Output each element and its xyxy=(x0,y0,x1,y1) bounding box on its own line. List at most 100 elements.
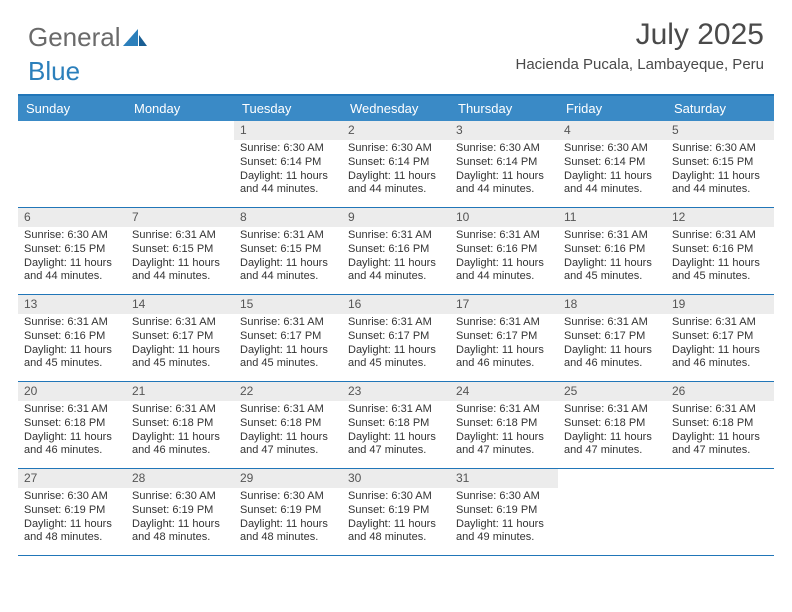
day-cell: 21Sunrise: 6:31 AMSunset: 6:18 PMDayligh… xyxy=(126,382,234,468)
daylight-line: Daylight: 11 hours and 46 minutes. xyxy=(24,431,120,459)
sunset-line: Sunset: 6:18 PM xyxy=(564,417,660,431)
sunrise-line: Sunrise: 6:31 AM xyxy=(132,229,228,243)
day-cell: 22Sunrise: 6:31 AMSunset: 6:18 PMDayligh… xyxy=(234,382,342,468)
day-number xyxy=(126,121,234,140)
day-body: Sunrise: 6:31 AMSunset: 6:16 PMDaylight:… xyxy=(666,227,774,288)
day-cell: 31Sunrise: 6:30 AMSunset: 6:19 PMDayligh… xyxy=(450,469,558,555)
sunset-line: Sunset: 6:17 PM xyxy=(456,330,552,344)
daylight-line: Daylight: 11 hours and 47 minutes. xyxy=(240,431,336,459)
daylight-line: Daylight: 11 hours and 46 minutes. xyxy=(672,344,768,372)
daylight-line: Daylight: 11 hours and 45 minutes. xyxy=(132,344,228,372)
day-number: 26 xyxy=(666,382,774,401)
daylight-line: Daylight: 11 hours and 44 minutes. xyxy=(456,170,552,198)
daylight-line: Daylight: 11 hours and 45 minutes. xyxy=(24,344,120,372)
sunset-line: Sunset: 6:14 PM xyxy=(456,156,552,170)
daylight-line: Daylight: 11 hours and 44 minutes. xyxy=(348,170,444,198)
week-row: 1Sunrise: 6:30 AMSunset: 6:14 PMDaylight… xyxy=(18,121,774,208)
day-number: 14 xyxy=(126,295,234,314)
day-number: 30 xyxy=(342,469,450,488)
sunset-line: Sunset: 6:15 PM xyxy=(132,243,228,257)
day-body: Sunrise: 6:30 AMSunset: 6:14 PMDaylight:… xyxy=(450,140,558,201)
week-row: 27Sunrise: 6:30 AMSunset: 6:19 PMDayligh… xyxy=(18,469,774,556)
sunset-line: Sunset: 6:15 PM xyxy=(24,243,120,257)
sunset-line: Sunset: 6:14 PM xyxy=(348,156,444,170)
daylight-line: Daylight: 11 hours and 44 minutes. xyxy=(132,257,228,285)
day-body: Sunrise: 6:30 AMSunset: 6:19 PMDaylight:… xyxy=(18,488,126,549)
day-number: 8 xyxy=(234,208,342,227)
day-cell: 5Sunrise: 6:30 AMSunset: 6:15 PMDaylight… xyxy=(666,121,774,207)
sunset-line: Sunset: 6:19 PM xyxy=(456,504,552,518)
sunrise-line: Sunrise: 6:30 AM xyxy=(240,490,336,504)
weekday-tuesday: Tuesday xyxy=(234,96,342,121)
sunset-line: Sunset: 6:16 PM xyxy=(456,243,552,257)
daylight-line: Daylight: 11 hours and 44 minutes. xyxy=(240,170,336,198)
day-number: 11 xyxy=(558,208,666,227)
sunset-line: Sunset: 6:19 PM xyxy=(348,504,444,518)
day-body: Sunrise: 6:30 AMSunset: 6:14 PMDaylight:… xyxy=(342,140,450,201)
day-cell: 3Sunrise: 6:30 AMSunset: 6:14 PMDaylight… xyxy=(450,121,558,207)
day-body: Sunrise: 6:30 AMSunset: 6:19 PMDaylight:… xyxy=(126,488,234,549)
day-number: 22 xyxy=(234,382,342,401)
day-body: Sunrise: 6:30 AMSunset: 6:19 PMDaylight:… xyxy=(342,488,450,549)
daylight-line: Daylight: 11 hours and 44 minutes. xyxy=(672,170,768,198)
daylight-line: Daylight: 11 hours and 44 minutes. xyxy=(348,257,444,285)
sunset-line: Sunset: 6:18 PM xyxy=(672,417,768,431)
day-cell: 12Sunrise: 6:31 AMSunset: 6:16 PMDayligh… xyxy=(666,208,774,294)
week-row: 20Sunrise: 6:31 AMSunset: 6:18 PMDayligh… xyxy=(18,382,774,469)
weekday-wednesday: Wednesday xyxy=(342,96,450,121)
title-block: July 2025 Hacienda Pucala, Lambayeque, P… xyxy=(516,18,765,73)
daylight-line: Daylight: 11 hours and 45 minutes. xyxy=(564,257,660,285)
logo-sail-icon xyxy=(123,23,149,54)
sunrise-line: Sunrise: 6:31 AM xyxy=(132,403,228,417)
sunset-line: Sunset: 6:19 PM xyxy=(240,504,336,518)
day-number: 17 xyxy=(450,295,558,314)
day-body: Sunrise: 6:30 AMSunset: 6:19 PMDaylight:… xyxy=(450,488,558,549)
day-cell: 19Sunrise: 6:31 AMSunset: 6:17 PMDayligh… xyxy=(666,295,774,381)
day-body: Sunrise: 6:31 AMSunset: 6:15 PMDaylight:… xyxy=(234,227,342,288)
day-cell: 2Sunrise: 6:30 AMSunset: 6:14 PMDaylight… xyxy=(342,121,450,207)
sunrise-line: Sunrise: 6:31 AM xyxy=(24,316,120,330)
day-number: 18 xyxy=(558,295,666,314)
daylight-line: Daylight: 11 hours and 49 minutes. xyxy=(456,518,552,546)
day-cell: 11Sunrise: 6:31 AMSunset: 6:16 PMDayligh… xyxy=(558,208,666,294)
sunrise-line: Sunrise: 6:30 AM xyxy=(240,142,336,156)
day-cell: 28Sunrise: 6:30 AMSunset: 6:19 PMDayligh… xyxy=(126,469,234,555)
sunrise-line: Sunrise: 6:31 AM xyxy=(564,316,660,330)
sunrise-line: Sunrise: 6:31 AM xyxy=(240,403,336,417)
sunrise-line: Sunrise: 6:31 AM xyxy=(348,316,444,330)
sunset-line: Sunset: 6:17 PM xyxy=(348,330,444,344)
day-number: 21 xyxy=(126,382,234,401)
day-body: Sunrise: 6:30 AMSunset: 6:15 PMDaylight:… xyxy=(18,227,126,288)
day-number: 19 xyxy=(666,295,774,314)
day-body: Sunrise: 6:31 AMSunset: 6:16 PMDaylight:… xyxy=(558,227,666,288)
calendar: SundayMondayTuesdayWednesdayThursdayFrid… xyxy=(18,94,774,556)
sunset-line: Sunset: 6:17 PM xyxy=(132,330,228,344)
day-number: 27 xyxy=(18,469,126,488)
sunrise-line: Sunrise: 6:30 AM xyxy=(24,229,120,243)
daylight-line: Daylight: 11 hours and 48 minutes. xyxy=(132,518,228,546)
day-cell: 6Sunrise: 6:30 AMSunset: 6:15 PMDaylight… xyxy=(18,208,126,294)
daylight-line: Daylight: 11 hours and 47 minutes. xyxy=(672,431,768,459)
day-body: Sunrise: 6:31 AMSunset: 6:18 PMDaylight:… xyxy=(558,401,666,462)
day-cell: 26Sunrise: 6:31 AMSunset: 6:18 PMDayligh… xyxy=(666,382,774,468)
sunset-line: Sunset: 6:14 PM xyxy=(240,156,336,170)
sunset-line: Sunset: 6:19 PM xyxy=(24,504,120,518)
weeks-container: 1Sunrise: 6:30 AMSunset: 6:14 PMDaylight… xyxy=(18,121,774,556)
day-body: Sunrise: 6:31 AMSunset: 6:17 PMDaylight:… xyxy=(342,314,450,375)
day-cell: 30Sunrise: 6:30 AMSunset: 6:19 PMDayligh… xyxy=(342,469,450,555)
day-number: 24 xyxy=(450,382,558,401)
sunrise-line: Sunrise: 6:30 AM xyxy=(564,142,660,156)
sunset-line: Sunset: 6:16 PM xyxy=(348,243,444,257)
day-number: 28 xyxy=(126,469,234,488)
sunset-line: Sunset: 6:18 PM xyxy=(132,417,228,431)
daylight-line: Daylight: 11 hours and 44 minutes. xyxy=(456,257,552,285)
sunrise-line: Sunrise: 6:30 AM xyxy=(456,142,552,156)
day-cell: 14Sunrise: 6:31 AMSunset: 6:17 PMDayligh… xyxy=(126,295,234,381)
day-number: 20 xyxy=(18,382,126,401)
daylight-line: Daylight: 11 hours and 45 minutes. xyxy=(240,344,336,372)
day-number: 29 xyxy=(234,469,342,488)
day-cell-empty xyxy=(558,469,666,555)
day-body: Sunrise: 6:31 AMSunset: 6:17 PMDaylight:… xyxy=(666,314,774,375)
sunset-line: Sunset: 6:19 PM xyxy=(132,504,228,518)
location-subtitle: Hacienda Pucala, Lambayeque, Peru xyxy=(516,56,765,73)
